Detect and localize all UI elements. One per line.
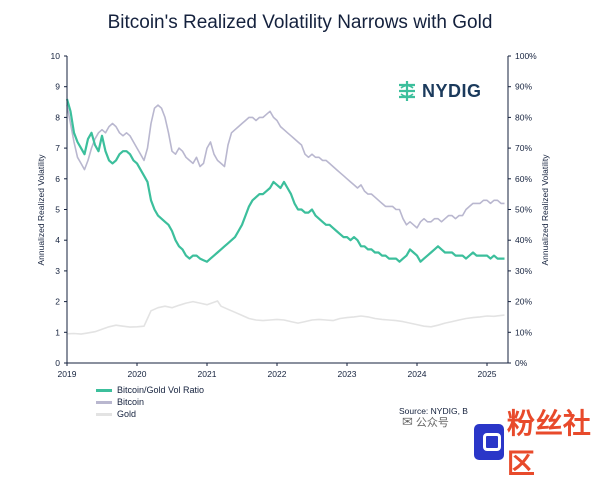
legend-swatch-ratio bbox=[96, 388, 112, 392]
y-tick-label-left: 5 bbox=[55, 205, 60, 215]
nydig-logo-text: NYDIG bbox=[422, 80, 482, 101]
y-tick-label-left: 10 bbox=[51, 51, 61, 61]
y-tick-label-right: 10% bbox=[515, 327, 532, 337]
y-tick-label-left: 6 bbox=[55, 174, 60, 184]
x-tick-label: 2023 bbox=[338, 369, 357, 379]
y-tick-label-left: 4 bbox=[55, 235, 60, 245]
fans-watermark: 粉丝社区 bbox=[474, 402, 600, 482]
series-line-ratio bbox=[65, 98, 505, 263]
y-tick-label-right: 70% bbox=[515, 143, 532, 153]
legend-label-bitcoin: Bitcoin bbox=[117, 397, 145, 407]
y-tick-label-left: 8 bbox=[55, 112, 60, 122]
y-axis-label-left: Annualized Realized Volatility bbox=[36, 154, 46, 266]
y-tick-label-right: 90% bbox=[515, 82, 532, 92]
y-tick-label-right: 0% bbox=[515, 358, 528, 368]
y-tick-label-right: 20% bbox=[515, 297, 532, 307]
y-tick-label-right: 60% bbox=[515, 174, 532, 184]
x-tick-label: 2025 bbox=[478, 369, 497, 379]
y-tick-label-left: 9 bbox=[55, 82, 60, 92]
y-tick-label-left: 2 bbox=[55, 297, 60, 307]
y-axis-label-right: Annualized Realized Volatility bbox=[540, 154, 550, 266]
legend-swatch-bitcoin bbox=[96, 400, 112, 404]
x-tick-label: 2019 bbox=[58, 369, 77, 379]
x-tick-label: 2024 bbox=[408, 369, 427, 379]
y-tick-label-right: 30% bbox=[515, 266, 532, 276]
nydig-logo: NYDIG bbox=[396, 80, 482, 102]
wechat-watermark-text: 公众号 bbox=[415, 417, 449, 429]
chart-legend: Bitcoin/Gold Vol Ratio Bitcoin Gold bbox=[96, 384, 204, 420]
wechat-icon: ✉ bbox=[402, 414, 413, 429]
legend-label-gold: Gold bbox=[117, 409, 137, 419]
y-tick-label-right: 50% bbox=[515, 205, 532, 215]
y-tick-label-left: 1 bbox=[55, 327, 60, 337]
series-line-gold bbox=[66, 300, 505, 335]
series-line-bitcoin bbox=[66, 104, 505, 229]
legend-item-bitcoin: Bitcoin bbox=[96, 396, 204, 408]
fans-watermark-icon bbox=[474, 424, 504, 460]
y-tick-label-left: 0 bbox=[55, 358, 60, 368]
chart-axes: 0123456789100%10%20%30%40%50%60%70%80%90… bbox=[51, 51, 538, 379]
x-tick-label: 2020 bbox=[128, 369, 147, 379]
y-tick-label-right: 100% bbox=[515, 51, 537, 61]
chart-title: Bitcoin's Realized Volatility Narrows wi… bbox=[107, 12, 493, 33]
y-tick-label-left: 7 bbox=[55, 143, 60, 153]
fans-watermark-text: 粉丝社区 bbox=[506, 407, 591, 480]
source-note: Source: NYDIG, B bbox=[399, 406, 468, 416]
y-tick-label-left: 3 bbox=[55, 266, 60, 276]
chart-series bbox=[65, 98, 505, 335]
wechat-watermark: ✉ 公众号 bbox=[402, 414, 449, 430]
y-tick-label-right: 80% bbox=[515, 112, 532, 122]
y-tick-label-right: 40% bbox=[515, 235, 532, 245]
x-tick-label: 2021 bbox=[198, 369, 217, 379]
legend-item-gold: Gold bbox=[96, 408, 204, 420]
chart-svg: 0123456789100%10%20%30%40%50%60%70%80%90… bbox=[36, 51, 550, 379]
legend-label-ratio: Bitcoin/Gold Vol Ratio bbox=[117, 385, 205, 395]
nydig-logo-icon bbox=[399, 81, 415, 101]
legend-swatch-gold bbox=[96, 412, 112, 416]
x-tick-label: 2022 bbox=[268, 369, 287, 379]
legend-item-ratio: Bitcoin/Gold Vol Ratio bbox=[96, 384, 204, 396]
